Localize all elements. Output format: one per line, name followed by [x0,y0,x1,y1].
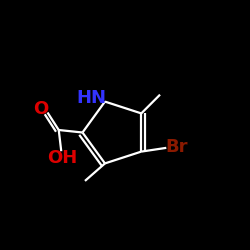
Text: HN: HN [76,89,106,107]
Text: OH: OH [48,149,78,167]
Text: O: O [34,100,49,118]
Text: Br: Br [166,138,188,156]
